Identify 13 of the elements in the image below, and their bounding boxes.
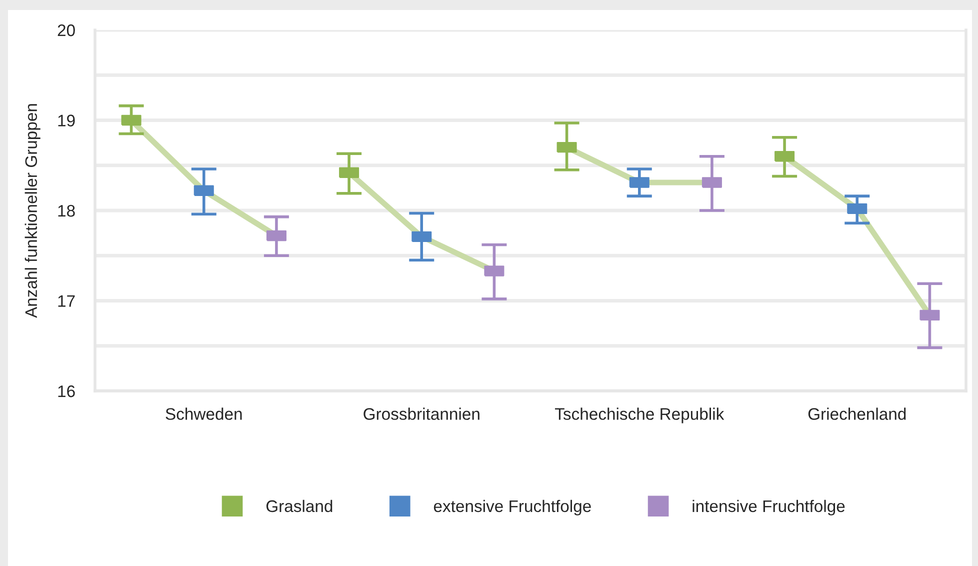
y-tick-label: 19 (58, 114, 75, 126)
y-tick-label: 16 (58, 385, 75, 398)
y-tick-label: 17 (58, 295, 75, 307)
y-tick-label: 20 (58, 24, 75, 36)
x-tick-label: Schweden (166, 408, 242, 420)
legend-label: extensive Fruchtfolge (434, 500, 591, 516)
x-tick-label: Grossbritannien (364, 408, 480, 420)
x-tick-label: Griechenland (808, 408, 906, 420)
legend-label: Grasland (266, 500, 332, 512)
x-tick-label: Tschechische Republik (554, 408, 724, 424)
y-axis-title: Anzahl funktioneller Gruppen (24, 104, 40, 318)
legend-label: intensive Fruchtfolge (692, 500, 845, 516)
y-tick-label: 18 (58, 204, 75, 217)
